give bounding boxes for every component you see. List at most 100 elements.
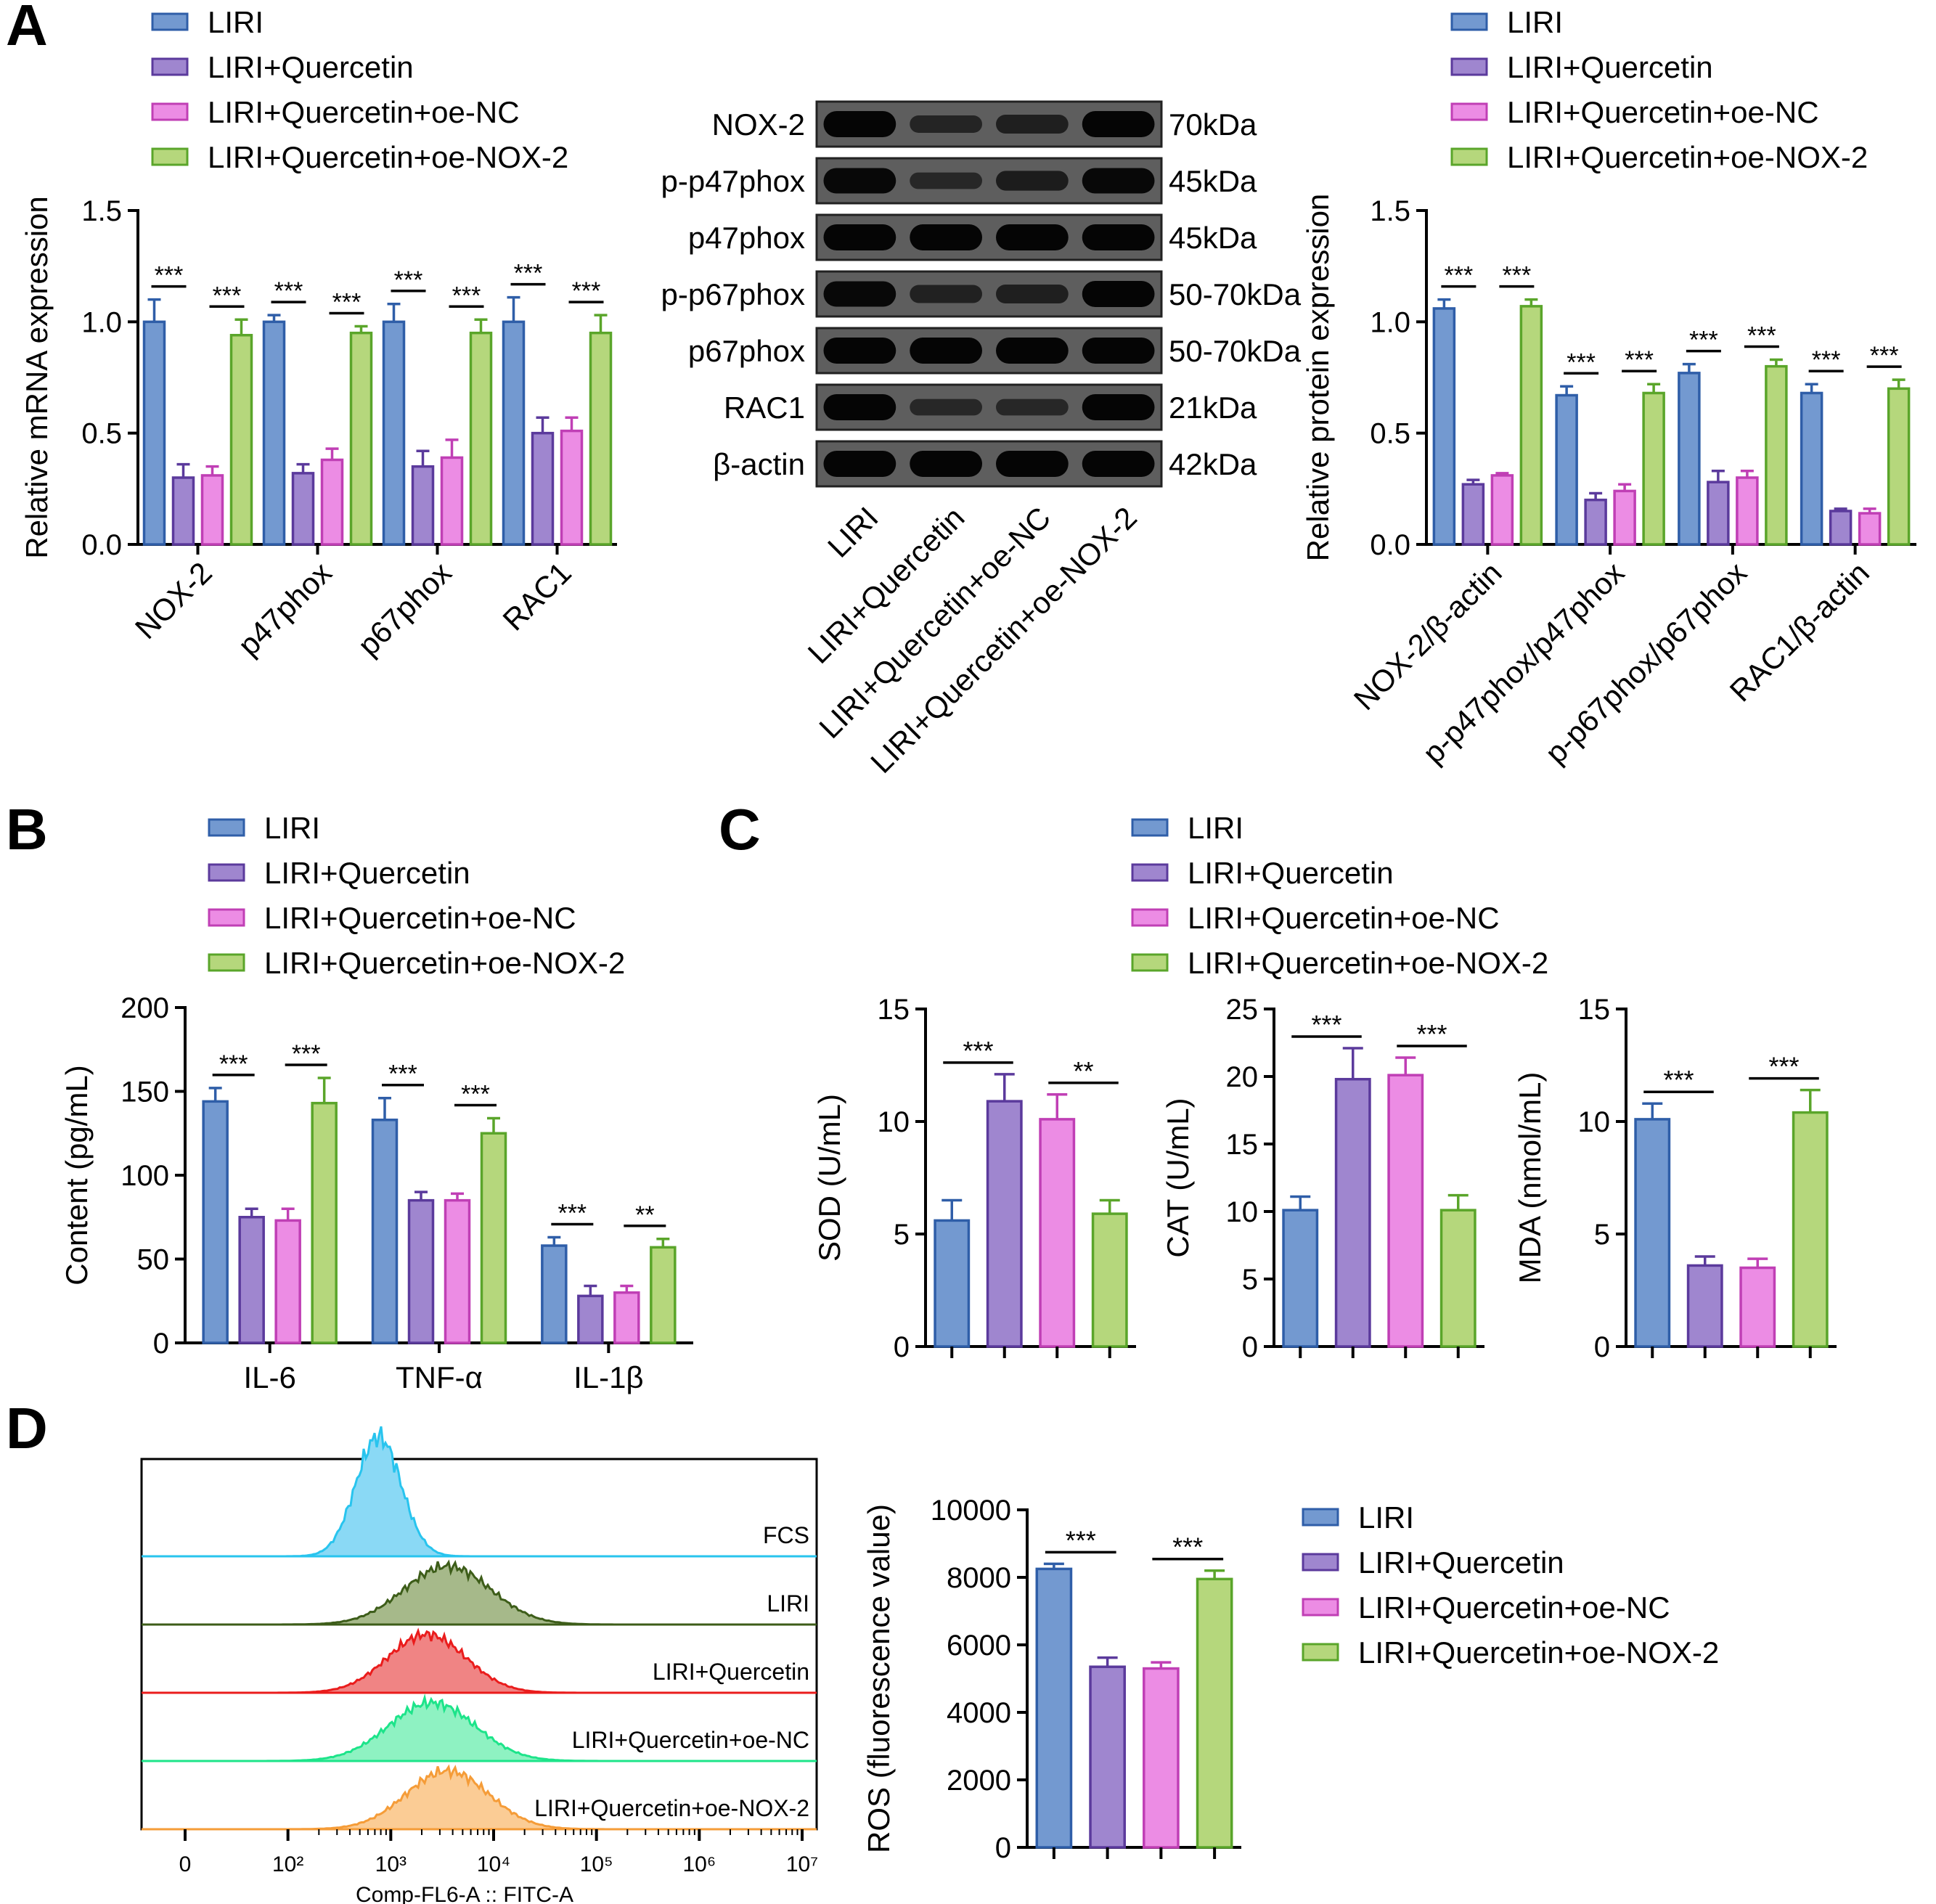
blot-band: [823, 168, 896, 194]
significance-label: ***: [394, 266, 423, 294]
significance-label: ***: [213, 282, 242, 309]
significance-label: ***: [1812, 346, 1841, 374]
panel-label-b: B: [6, 797, 48, 862]
y-axis-label: CAT (U/mL): [1161, 1098, 1195, 1257]
error-bar: [208, 1087, 222, 1102]
error-bar: [416, 449, 430, 467]
error-bar: [594, 314, 608, 333]
error-bar: [1151, 1661, 1172, 1669]
error-bar: [1589, 491, 1603, 500]
bar: [1765, 364, 1788, 546]
x-tick-label: RAC1: [496, 555, 577, 637]
bar: [986, 1100, 1023, 1348]
legend-swatch: [208, 863, 245, 882]
bar: [349, 331, 373, 546]
y-tick-label: 0.5: [81, 418, 122, 450]
bar: [1432, 307, 1456, 546]
bar: [202, 1100, 229, 1344]
legend-swatch: [1131, 863, 1169, 882]
error-bar: [1437, 298, 1451, 309]
blot-band: [910, 399, 982, 416]
bar: [1792, 1111, 1829, 1348]
bar: [1678, 372, 1701, 546]
legend-label: LIRI+Quercetin+oe-NOX-2: [264, 946, 625, 980]
bar: [934, 1219, 971, 1348]
mda-chart: 0 5 10 15 MDA (nmol/mL) *** ***: [1513, 994, 1837, 1363]
y-tick-label: 10000: [931, 1495, 1011, 1527]
histogram-label: LIRI: [767, 1590, 809, 1617]
bar: [1519, 305, 1543, 546]
significance-label: ***: [452, 282, 481, 309]
blot-protein-label: p-p47phox: [661, 164, 806, 198]
blot-band: [996, 171, 1069, 191]
bar: [1035, 1567, 1073, 1849]
legend-label: LIRI+Quercetin: [1358, 1545, 1564, 1580]
y-axis-label: ROS (fluorescence value): [862, 1504, 896, 1853]
y-tick-label: 1.5: [81, 195, 122, 227]
y-tick-label: 0: [894, 1331, 910, 1363]
legend-label: LIRI+Quercetin+oe-NC: [1188, 901, 1500, 935]
bar: [502, 320, 526, 546]
y-tick-label: 2000: [947, 1765, 1011, 1797]
bar: [440, 456, 464, 546]
legend: LIRI LIRI+Quercetin LIRI+Quercetin+oe-NC LI…: [208, 811, 625, 980]
significance-label: ***: [514, 260, 543, 287]
blot-band: [910, 451, 982, 477]
bar: [444, 1198, 471, 1344]
blot-protein-label: β-actin: [713, 447, 805, 481]
legend-swatch: [1131, 818, 1169, 837]
bar: [1039, 1118, 1076, 1348]
x-tick-label: IL-1β: [573, 1360, 644, 1394]
histogram-track: LIRI+Quercetin+oe-NC: [142, 1693, 817, 1762]
error-bar: [234, 318, 248, 335]
error-bar: [507, 295, 520, 322]
error-bar: [445, 438, 459, 458]
ros-chart: 0 2000 4000 6000 8000 10000 ROS (fluorescence …: [862, 1495, 1241, 1864]
error-bar: [1466, 478, 1480, 485]
blot-band: [996, 284, 1069, 304]
bar: [1736, 476, 1759, 546]
error-bar: [1740, 470, 1754, 478]
bar: [577, 1294, 604, 1344]
blot-band: [823, 281, 896, 307]
bar: [1461, 483, 1485, 546]
error-bar: [1560, 385, 1574, 396]
error-bar: [1290, 1195, 1311, 1211]
legend-swatch: [1450, 147, 1488, 166]
significance-label: **: [1073, 1056, 1093, 1086]
significance-label: ***: [155, 262, 184, 290]
error-bar: [1805, 383, 1818, 393]
legend-swatch: [151, 147, 189, 166]
bar: [650, 1246, 677, 1344]
histogram-label: LIRI+Quercetin+oe-NC: [572, 1727, 809, 1753]
histogram-track: LIRI: [142, 1559, 817, 1626]
blot-band: [910, 285, 982, 303]
cytokine-content-chart: 0 50 100 150 200 Content (pg/mL) IL-6 *** *** TNF…: [60, 992, 693, 1394]
y-tick-label: 200: [121, 992, 169, 1024]
bar: [320, 458, 344, 546]
bar: [1800, 391, 1823, 546]
legend: LIRI LIRI+Quercetin LIRI+Quercetin+oe-NC LI…: [1450, 5, 1868, 174]
significance-label: ***: [219, 1050, 248, 1078]
blot-size-label: 45kDa: [1169, 221, 1257, 255]
legend-label: LIRI: [208, 5, 264, 39]
blot-row: p-p47phox 45kDa: [661, 157, 1257, 205]
y-tick-label: 6000: [947, 1630, 1011, 1662]
bar: [1829, 510, 1853, 546]
bar: [1613, 489, 1636, 546]
significance-label: ***: [274, 277, 303, 305]
legend-label: LIRI: [1188, 811, 1243, 845]
significance-label: ***: [1416, 1019, 1447, 1049]
panel-label-c: C: [719, 797, 761, 862]
legend-swatch: [1450, 57, 1488, 76]
y-tick-label: 100: [121, 1160, 169, 1192]
error-bar: [942, 1198, 963, 1221]
error-bar: [267, 314, 281, 322]
bar: [262, 320, 286, 546]
significance-label: ***: [1625, 346, 1654, 374]
error-bar: [1097, 1656, 1118, 1667]
bar: [1887, 387, 1911, 546]
error-bar: [1395, 1056, 1416, 1076]
y-tick-label: 25: [1226, 994, 1259, 1026]
